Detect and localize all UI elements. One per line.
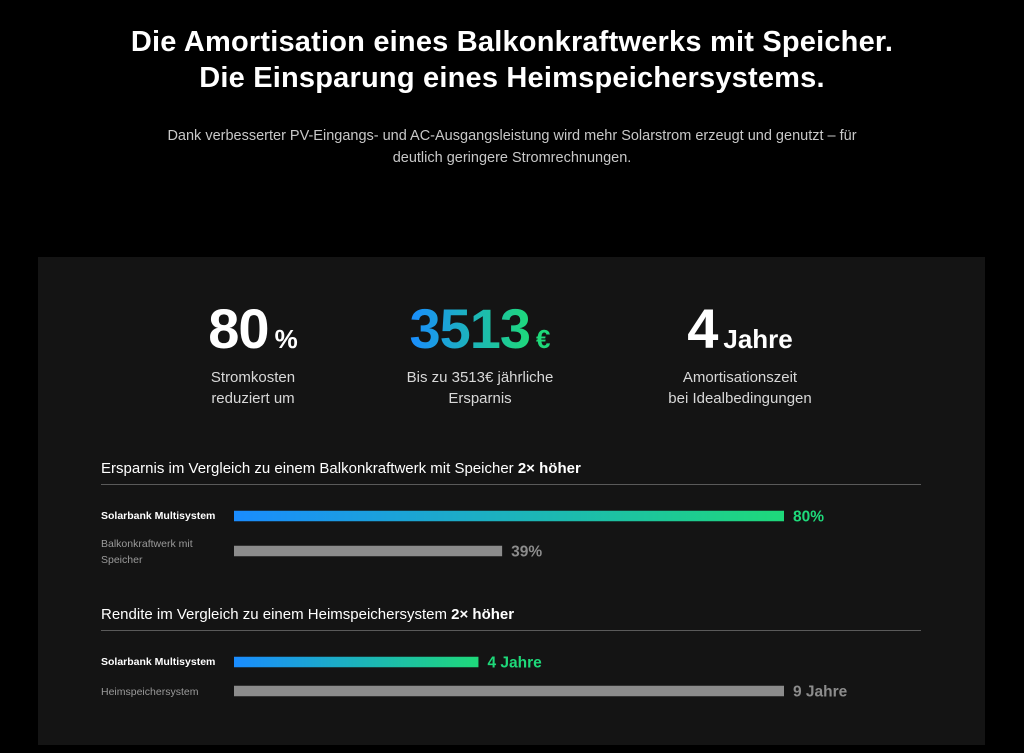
chart-2-title-text: Rendite im Vergleich zu einem Heimspeich… xyxy=(101,606,447,623)
chart-1-bar-1 xyxy=(234,510,784,522)
title-line-1: Die Amortisation eines Balkonkraftwerks … xyxy=(130,26,894,58)
page-title: Die Amortisation eines Balkonkraftwerks … xyxy=(0,24,1024,96)
stat-label: Amortisationszeit bei Idealbedingungen xyxy=(668,369,812,407)
chart-1-title-emphasis: 2× höher xyxy=(517,460,581,477)
chart-2-category-label: Solarbank Multisystem xyxy=(101,656,216,668)
stat-unit: Jahre xyxy=(723,324,793,354)
chart-2-category-label: Heimspeichersystem xyxy=(101,686,199,698)
stat-value: 3513 xyxy=(409,297,531,360)
chart-1-value-label-1: 80% xyxy=(793,509,824,526)
stat-label: Bis zu 3513€ jährliche Ersparnis xyxy=(406,369,554,407)
title-line-2: Die Einsparung eines Heimspeichersystems… xyxy=(199,62,825,94)
chart-2-bar-2 xyxy=(234,685,784,697)
page-subtitle: Dank verbesserter PV-Eingangs- und AC-Au… xyxy=(167,128,857,166)
savings-panel: 80% Stromkosten reduziert um 3513 € Bis z… xyxy=(38,257,985,745)
chart-1-value-label-2: 39% xyxy=(511,544,542,561)
chart-2-divider xyxy=(101,630,921,631)
chart-2-title: Rendite im Vergleich zu einem Heimspeich… xyxy=(101,606,921,623)
chart-2-value-label-2: 9 Jahre xyxy=(793,684,848,701)
stat-payback-period: 4 Jahre Amortisationszeit bei Idealbeding… xyxy=(610,297,870,409)
stat-label: Stromkosten reduziert um xyxy=(210,369,296,407)
chart-1-divider xyxy=(101,484,921,485)
stat-value: 4 xyxy=(687,297,718,360)
chart-1-category-label: Solarbank Multisystem xyxy=(101,510,216,522)
stat-unit: € xyxy=(536,324,551,354)
chart-1-title-text: Ersparnis im Vergleich zu einem Balkonkr… xyxy=(101,460,514,477)
chart-2-bar-1 xyxy=(234,656,479,668)
chart-1-category-label: Balkonkraftwerk mit Speicher xyxy=(101,538,193,566)
comparison-bars: 80% 39% 4 Jahre 9 Jahre xyxy=(234,509,848,701)
stat-value: 80 xyxy=(208,297,269,360)
chart-1-bar-2 xyxy=(234,545,503,557)
stat-unit: % xyxy=(274,324,298,354)
stat-cost-reduction: 80% Stromkosten reduziert um xyxy=(123,297,383,409)
chart-2-title-emphasis: 2× höher xyxy=(451,606,515,623)
chart-1-title: Ersparnis im Vergleich zu einem Balkonkr… xyxy=(101,460,921,477)
chart-2-value-label-1: 4 Jahre xyxy=(487,655,542,672)
stat-annual-savings: 3513 € Bis zu 3513€ jährliche Ersparnis xyxy=(350,297,610,409)
